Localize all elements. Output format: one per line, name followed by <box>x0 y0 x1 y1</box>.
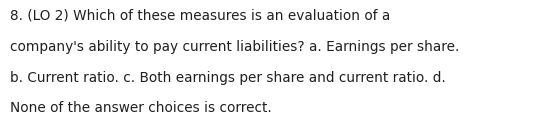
Text: None of the answer choices is correct.: None of the answer choices is correct. <box>10 101 272 115</box>
Text: 8. (LO 2) Which of these measures is an evaluation of a: 8. (LO 2) Which of these measures is an … <box>10 9 390 23</box>
Text: company's ability to pay current liabilities? a. Earnings per share.: company's ability to pay current liabili… <box>10 40 459 54</box>
Text: b. Current ratio. c. Both earnings per share and current ratio. d.: b. Current ratio. c. Both earnings per s… <box>10 71 446 85</box>
